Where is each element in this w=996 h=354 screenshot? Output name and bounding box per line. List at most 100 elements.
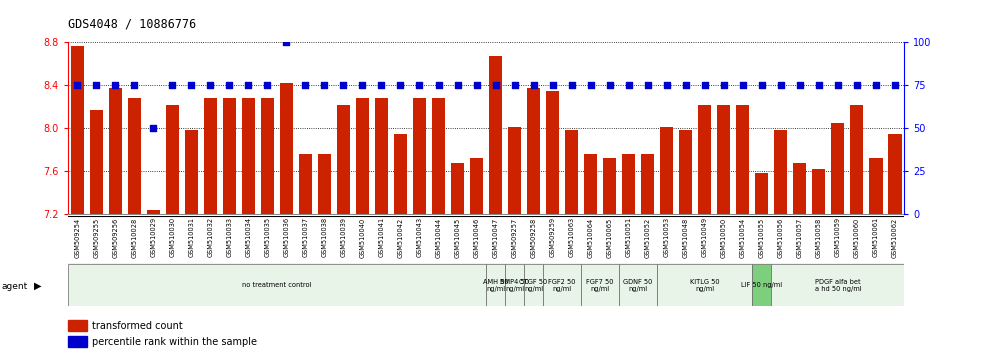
Bar [641,154,654,214]
Text: GSM510045: GSM510045 [454,217,460,258]
Bar [90,110,103,214]
Point [430,82,446,88]
Point [658,82,674,88]
Text: GSM510034: GSM510034 [245,217,251,257]
Point [754,82,770,88]
Point [202,82,218,88]
Point [259,82,275,88]
Point [639,82,655,88]
Point [240,82,256,88]
Text: GSM510032: GSM510032 [207,217,213,257]
Text: GSM510028: GSM510028 [131,217,137,258]
Point [697,82,713,88]
Bar [146,210,160,214]
Text: no treatment control: no treatment control [242,282,312,288]
Bar [543,264,581,306]
Point [564,82,580,88]
Bar [851,105,864,214]
Bar [774,131,788,214]
Text: GSM510049: GSM510049 [702,217,708,257]
Point [411,82,427,88]
Point [735,82,751,88]
Bar [318,154,331,214]
Point [164,82,180,88]
Point [792,82,808,88]
Text: LIF 50 ng/ml: LIF 50 ng/ml [741,282,782,288]
Text: GSM510054: GSM510054 [740,217,746,258]
Point [145,125,161,131]
Text: GSM509255: GSM509255 [94,217,100,258]
Bar [524,264,543,306]
Bar [679,131,692,214]
Text: GSM509258: GSM509258 [531,217,537,258]
Point [507,82,523,88]
Text: ▶: ▶ [34,281,42,291]
Bar [698,105,711,214]
Bar [337,105,351,214]
Text: GSM510043: GSM510043 [416,217,422,257]
Text: GSM510055: GSM510055 [759,217,765,258]
Text: GSM510048: GSM510048 [682,217,688,258]
Text: GSM510040: GSM510040 [360,217,366,258]
Bar [508,127,521,214]
Text: GSM510057: GSM510057 [797,217,803,258]
Text: GSM510038: GSM510038 [322,217,328,257]
Bar [812,169,826,214]
Text: GSM510036: GSM510036 [284,217,290,257]
Point [583,82,599,88]
Bar [71,46,84,214]
Point [70,82,86,88]
Point [468,82,484,88]
Bar [870,158,882,214]
Bar [451,162,464,214]
Point [279,40,295,45]
Bar [393,134,407,214]
Point [108,82,124,88]
Point [886,82,902,88]
Bar [374,98,388,214]
Point [317,82,333,88]
Bar [581,264,620,306]
Text: GSM509254: GSM509254 [75,217,81,258]
Point [830,82,846,88]
Bar [771,264,904,306]
Point [449,82,465,88]
Text: PDGF alfa bet
a hd 50 ng/ml: PDGF alfa bet a hd 50 ng/ml [815,279,862,292]
Bar [184,131,198,214]
Text: GSM510062: GSM510062 [891,217,897,258]
Text: GSM510047: GSM510047 [493,217,499,258]
Text: GSM510050: GSM510050 [721,217,727,258]
Text: GSM510058: GSM510058 [816,217,822,258]
Text: GSM510042: GSM510042 [397,217,403,258]
Text: GSM510065: GSM510065 [607,217,613,258]
Bar [584,154,598,214]
Text: GSM510051: GSM510051 [625,217,631,257]
Bar [736,105,749,214]
Text: GSM510041: GSM510041 [378,217,384,257]
Bar [546,91,560,214]
Text: FGF7 50
ng/ml: FGF7 50 ng/ml [587,279,614,292]
Bar [204,98,217,214]
Text: GSM510060: GSM510060 [854,217,860,258]
Point [126,82,142,88]
Point [849,82,865,88]
Bar [505,264,524,306]
Bar [660,127,673,214]
Point [183,82,199,88]
Point [716,82,732,88]
Text: agent: agent [2,281,28,291]
Bar [717,105,730,214]
Bar [356,98,370,214]
Text: GDNF 50
ng/ml: GDNF 50 ng/ml [623,279,652,292]
Bar [527,87,540,214]
Bar [470,158,483,214]
Text: FGF2 50
ng/ml: FGF2 50 ng/ml [549,279,576,292]
Bar [165,105,179,214]
Bar [489,56,502,214]
Bar [261,98,274,214]
Text: GSM510064: GSM510064 [588,217,594,258]
Point [526,82,542,88]
Text: GSM510037: GSM510037 [303,217,309,257]
Bar [755,173,769,214]
Bar [793,162,807,214]
